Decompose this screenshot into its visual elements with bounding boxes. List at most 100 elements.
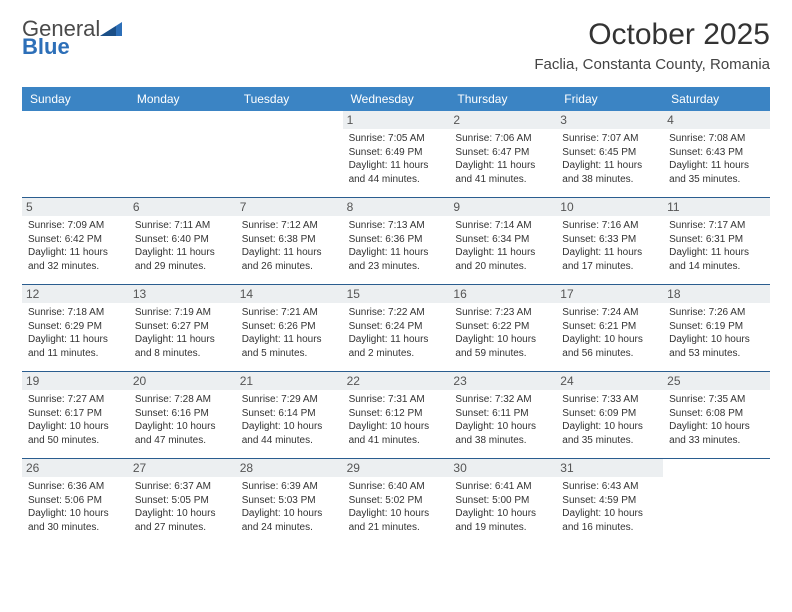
day-number: 3 [556,111,663,129]
day-info: Sunrise: 7:27 AMSunset: 6:17 PMDaylight:… [28,393,123,447]
calendar-cell: 15Sunrise: 7:22 AMSunset: 6:24 PMDayligh… [343,285,450,371]
day-info: Sunrise: 7:13 AMSunset: 6:36 PMDaylight:… [349,219,444,273]
day-number: 5 [22,198,129,216]
day-number: 24 [556,372,663,390]
day-number: 4 [663,111,770,129]
calendar-cell: 11 Sunrise: 7:17 AMSunset: 6:31 PMDayligh… [663,198,770,284]
day-info: Sunrise: 7:09 AMSunset: 6:42 PMDaylight:… [28,219,123,273]
calendar-cell: 19 Sunrise: 7:27 AMSunset: 6:17 PMDayligh… [22,372,129,458]
day-info: Sunrise: 7:35 AMSunset: 6:08 PMDaylight:… [669,393,764,447]
day-number: 7 [236,198,343,216]
day-number: 21 [236,372,343,390]
calendar-cell-empty: . [22,111,129,197]
day-number: 18 [663,285,770,303]
calendar-cell: 7 Sunrise: 7:12 AMSunset: 6:38 PMDaylight… [236,198,343,284]
calendar-cell: 24 Sunrise: 7:33 AMSunset: 6:09 PMDayligh… [556,372,663,458]
logo: General Blue [22,18,122,58]
day-number: 23 [449,372,556,390]
day-info: Sunrise: 6:36 AMSunset: 5:06 PMDaylight:… [28,480,123,534]
day-number: 1 [343,111,450,129]
day-info: Sunrise: 7:05 AMSunset: 6:49 PMDaylight:… [349,132,444,186]
day-number: 12 [22,285,129,303]
day-info: Sunrise: 7:14 AMSunset: 6:34 PMDaylight:… [455,219,550,273]
day-number: 31 [556,459,663,477]
calendar-cell: 20 Sunrise: 7:28 AMSunset: 6:16 PMDayligh… [129,372,236,458]
calendar-cell: 4 Sunrise: 7:08 AMSunset: 6:43 PMDaylight… [663,111,770,197]
day-info: Sunrise: 7:26 AMSunset: 6:19 PMDaylight:… [669,306,764,360]
calendar-week: 12Sunrise: 7:18 AMSunset: 6:29 PMDayligh… [22,285,770,372]
day-number: 6 [129,198,236,216]
weekday-sat: Saturday [663,87,770,111]
calendar-cell: 28Sunrise: 6:39 AMSunset: 5:03 PMDayligh… [236,459,343,545]
calendar-cell: 17 Sunrise: 7:24 AMSunset: 6:21 PMDayligh… [556,285,663,371]
calendar-cell: 5 Sunrise: 7:09 AMSunset: 6:42 PMDaylight… [22,198,129,284]
calendar-cell: 30Sunrise: 6:41 AMSunset: 5:00 PMDayligh… [449,459,556,545]
day-number: 17 [556,285,663,303]
calendar-cell: 27Sunrise: 6:37 AMSunset: 5:05 PMDayligh… [129,459,236,545]
calendar-cell: 3 Sunrise: 7:07 AMSunset: 6:45 PMDaylight… [556,111,663,197]
day-number: 29 [343,459,450,477]
day-info: Sunrise: 7:08 AMSunset: 6:43 PMDaylight:… [669,132,764,186]
day-number: 25 [663,372,770,390]
day-info: Sunrise: 7:32 AMSunset: 6:11 PMDaylight:… [455,393,550,447]
calendar-week: 19 Sunrise: 7:27 AMSunset: 6:17 PMDayligh… [22,372,770,459]
day-info: Sunrise: 7:31 AMSunset: 6:12 PMDaylight:… [349,393,444,447]
title-block: October 2025 Faclia, Constanta County, R… [534,18,770,81]
logo-text-wrap: General Blue [22,18,122,58]
day-info: Sunrise: 7:16 AMSunset: 6:33 PMDaylight:… [562,219,657,273]
weekday-sun: Sunday [22,87,129,111]
day-info: Sunrise: 7:06 AMSunset: 6:47 PMDaylight:… [455,132,550,186]
day-number: 22 [343,372,450,390]
day-info: Sunrise: 7:21 AMSunset: 6:26 PMDaylight:… [242,306,337,360]
day-info: Sunrise: 7:23 AMSunset: 6:22 PMDaylight:… [455,306,550,360]
calendar-page: General Blue October 2025 Faclia, Consta… [0,0,792,555]
day-info: Sunrise: 7:22 AMSunset: 6:24 PMDaylight:… [349,306,444,360]
location-text: Faclia, Constanta County, Romania [534,56,770,73]
calendar-cell: 25 Sunrise: 7:35 AMSunset: 6:08 PMDayligh… [663,372,770,458]
calendar-cell: 1 Sunrise: 7:05 AMSunset: 6:49 PMDaylight… [343,111,450,197]
weekday-tue: Tuesday [236,87,343,111]
calendar-cell: 21Sunrise: 7:29 AMSunset: 6:14 PMDayligh… [236,372,343,458]
day-info: Sunrise: 6:41 AMSunset: 5:00 PMDaylight:… [455,480,550,534]
calendar-cell: 29 Sunrise: 6:40 AMSunset: 5:02 PMDayligh… [343,459,450,545]
day-info: Sunrise: 7:24 AMSunset: 6:21 PMDaylight:… [562,306,657,360]
day-number: 10 [556,198,663,216]
calendar-cell: 6Sunrise: 7:11 AMSunset: 6:40 PMDaylight… [129,198,236,284]
day-info: Sunrise: 7:12 AMSunset: 6:38 PMDaylight:… [242,219,337,273]
weekday-wed: Wednesday [343,87,450,111]
calendar-cell: 9 Sunrise: 7:14 AMSunset: 6:34 PMDaylight… [449,198,556,284]
weekday-header: Sunday Monday Tuesday Wednesday Thursday… [22,87,770,111]
day-number: 2 [449,111,556,129]
day-info: Sunrise: 7:07 AMSunset: 6:45 PMDaylight:… [562,132,657,186]
day-number: 9 [449,198,556,216]
calendar-body: ... 1 Sunrise: 7:05 AMSunset: 6:49 PMDayli… [22,111,770,545]
calendar-cell: 26Sunrise: 6:36 AMSunset: 5:06 PMDayligh… [22,459,129,545]
day-number: 16 [449,285,556,303]
calendar-cell: 13Sunrise: 7:19 AMSunset: 6:27 PMDayligh… [129,285,236,371]
weekday-mon: Monday [129,87,236,111]
weekday-thu: Thursday [449,87,556,111]
day-number: 20 [129,372,236,390]
day-number: 8 [343,198,450,216]
calendar-cell-empty: . [663,459,770,545]
day-number: 13 [129,285,236,303]
day-number: 11 [663,198,770,216]
calendar-week: 5 Sunrise: 7:09 AMSunset: 6:42 PMDaylight… [22,198,770,285]
weekday-fri: Friday [556,87,663,111]
calendar-cell: 18 Sunrise: 7:26 AMSunset: 6:19 PMDayligh… [663,285,770,371]
day-info: Sunrise: 7:17 AMSunset: 6:31 PMDaylight:… [669,219,764,273]
day-number: 27 [129,459,236,477]
day-info: Sunrise: 7:33 AMSunset: 6:09 PMDaylight:… [562,393,657,447]
calendar-cell: 12Sunrise: 7:18 AMSunset: 6:29 PMDayligh… [22,285,129,371]
day-info: Sunrise: 6:40 AMSunset: 5:02 PMDaylight:… [349,480,444,534]
logo-triangle-icon [100,18,122,40]
day-info: Sunrise: 6:43 AMSunset: 4:59 PMDaylight:… [562,480,657,534]
day-number: 28 [236,459,343,477]
calendar-cell-empty: . [129,111,236,197]
day-info: Sunrise: 7:28 AMSunset: 6:16 PMDaylight:… [135,393,230,447]
logo-word-2: Blue [22,34,70,59]
header-row: General Blue October 2025 Faclia, Consta… [22,18,770,81]
calendar-cell: 14Sunrise: 7:21 AMSunset: 6:26 PMDayligh… [236,285,343,371]
day-number: 19 [22,372,129,390]
calendar-week: 26Sunrise: 6:36 AMSunset: 5:06 PMDayligh… [22,459,770,545]
